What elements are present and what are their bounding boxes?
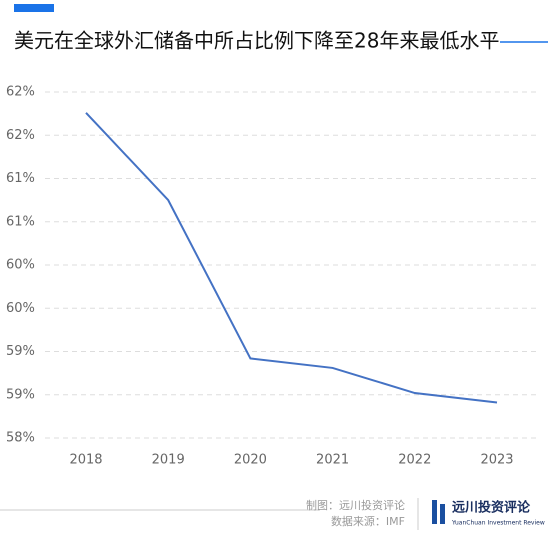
chart-title: 美元在全球外汇储备中所占比例下降至28年来最低水平 [14, 29, 499, 53]
logo-bar [440, 504, 445, 524]
y-tick-label: 62% [6, 85, 35, 100]
x-tick-label: 2020 [234, 453, 267, 468]
y-tick-label: 61% [6, 171, 35, 186]
y-tick-label: 62% [6, 128, 35, 143]
x-tick-label: 2022 [398, 453, 431, 468]
header-accent [14, 4, 54, 12]
x-tick-label: 2021 [316, 453, 349, 468]
logo-cn: 远川投资评论 [452, 500, 531, 516]
y-tick-label: 60% [6, 258, 35, 273]
y-tick-label: 61% [6, 214, 35, 229]
y-tick-label: 60% [6, 301, 35, 316]
y-tick-label: 59% [6, 344, 35, 359]
line-series [85, 112, 498, 404]
logo-bar [432, 500, 437, 524]
x-tick-label: 2018 [69, 453, 102, 468]
y-tick-label: 59% [6, 387, 35, 402]
y-tick-label: 58% [6, 431, 35, 446]
footer-maker: 制图：远川投资评论 [306, 498, 405, 512]
logo-en: YuanChuan Investment Review [451, 520, 545, 527]
x-tick-label: 2023 [480, 453, 513, 468]
x-tick-label: 2019 [152, 453, 185, 468]
footer-source: 数据来源：IMF [331, 514, 405, 528]
